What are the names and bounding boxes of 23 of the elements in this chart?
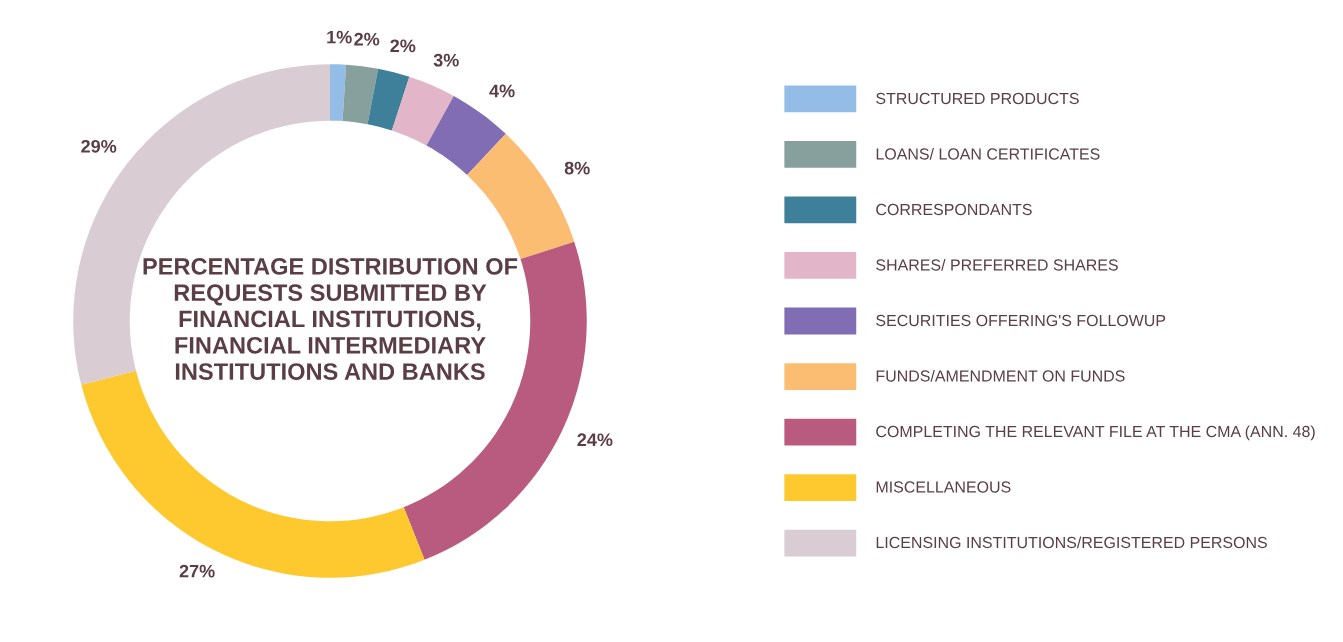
data-label: 2%	[354, 32, 380, 46]
data-label: 27%	[179, 564, 215, 578]
legend-label: STRUCTURED PRODUCTS	[876, 92, 1079, 105]
data-label: 4%	[489, 84, 515, 98]
data-label: 1%	[327, 30, 352, 44]
donut-slice	[367, 68, 410, 131]
data-label: 3%	[433, 53, 459, 67]
donut-slice	[342, 64, 379, 125]
data-label: 8%	[564, 161, 590, 175]
text: PERCENTAGE DISTRIBUTION OF REQUESTS SUBMITTED BY FINANCIAL INSTITUTIONS, FINANCIAL INTERMEDIARY INSTITUTIONS AND BANKS	[143, 258, 518, 380]
data-label: 24%	[577, 433, 613, 447]
data-label: 29%	[81, 139, 117, 153]
legend-label: SECURITIES OFFERING'S FOLLOWUP	[876, 314, 1166, 327]
legend-label: MISCELLANEOUS	[876, 481, 1011, 493]
legend-label: SHARES/ PREFERRED SHARES	[876, 258, 1118, 271]
legend-label: FUNDS/AMENDMENT ON FUNDS	[876, 369, 1125, 382]
donut-slice	[330, 64, 347, 122]
data-label: 2%	[390, 39, 416, 53]
legend-label: LOANS/ LOAN CERTIFICATES	[876, 147, 1100, 160]
donut-slice	[391, 76, 454, 146]
legend-label: CORRESPONDANTS	[876, 203, 1032, 216]
legend-label: COMPLETING THE RELEVANT FILE AT THE CMA (ANN. 48)	[876, 425, 1315, 441]
legend-label: LICENSING INSTITUTIONS/REGISTERED PERSONS	[876, 536, 1267, 549]
